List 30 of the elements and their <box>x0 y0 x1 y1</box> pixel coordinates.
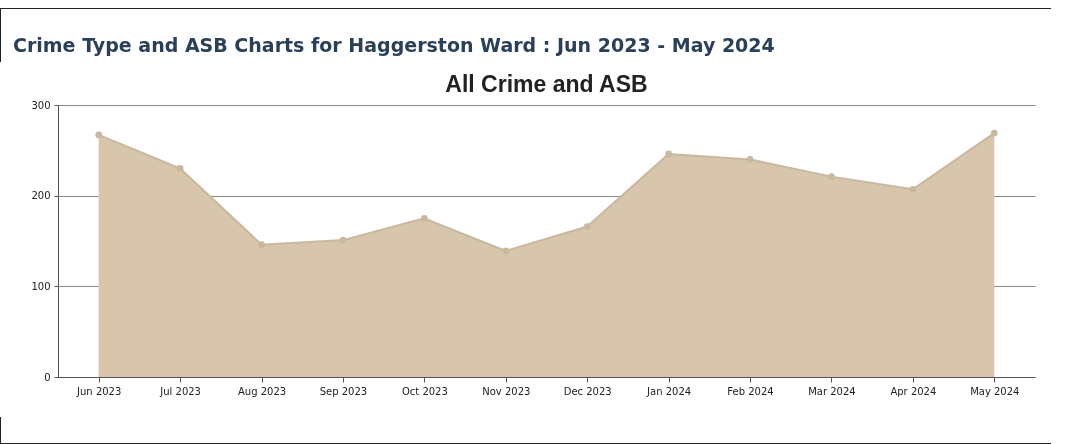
y-tick-label: 100 <box>31 280 51 292</box>
x-tick-label: Mar 2024 <box>808 385 856 397</box>
x-tick-label: Jul 2023 <box>159 385 201 397</box>
point <box>339 236 347 244</box>
point <box>176 165 184 172</box>
point <box>746 156 754 163</box>
chart-subtitle: All Crime and ASB <box>445 71 648 97</box>
y-tick-label: 0 <box>44 371 51 383</box>
point <box>990 129 998 137</box>
point <box>909 185 917 193</box>
point <box>828 173 835 180</box>
point <box>665 150 672 158</box>
x-tick-label: Apr 2024 <box>890 385 937 397</box>
point <box>502 247 510 255</box>
x-tick-label: Nov 2023 <box>482 385 531 397</box>
chart-title: Crime Type and ASB Charts for Haggerston Ward : Jun 2023 - May 2024 <box>13 34 775 56</box>
x-tick-label: Jan 2024 <box>646 385 692 397</box>
y-tick-label: 300 <box>31 99 51 111</box>
point <box>95 131 103 139</box>
x-tick-label: Oct 2023 <box>401 385 448 397</box>
x-tick-label: Feb 2024 <box>727 385 774 397</box>
x-tick-label: Aug 2023 <box>237 385 287 397</box>
point <box>421 214 428 222</box>
point <box>258 241 265 248</box>
x-tick-label: Dec 2023 <box>563 385 612 397</box>
y-tick-label: 200 <box>31 190 51 202</box>
x-tick-label: May 2024 <box>970 385 1020 397</box>
x-tick-label: Jun 2023 <box>76 385 122 397</box>
x-tick-label: Sep 2023 <box>319 385 368 397</box>
point <box>583 223 591 230</box>
